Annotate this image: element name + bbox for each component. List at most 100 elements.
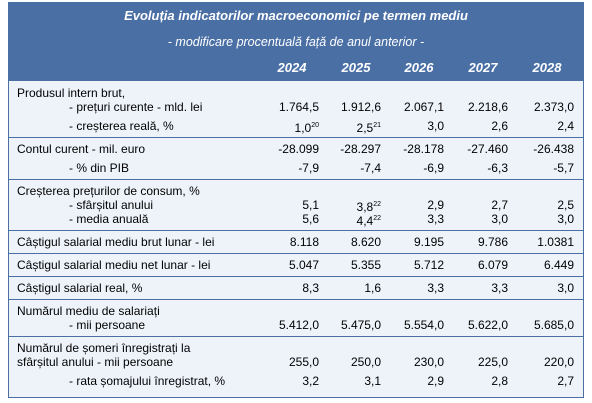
subtitle: - modificare procentuală față de anul an… (167, 35, 425, 49)
cell-value: 3,822 (301, 198, 381, 214)
cell-value: 2,4 (557, 119, 574, 133)
row-label: Câștigul salarial mediu net lunar - lei (17, 258, 211, 272)
cell-value: -5,7 (553, 161, 574, 175)
cell-value: -27.460 (467, 142, 508, 156)
cell-value: 5.412,0 (278, 318, 319, 332)
cell-value: 2,5 (557, 198, 574, 212)
row-label: Produsul intern brut, (17, 86, 126, 100)
row-label: - prețuri curente - mld. lei (69, 100, 203, 114)
cell-value: 2,521 (301, 119, 381, 135)
cell-value: 2.067,1 (403, 100, 444, 114)
cell-value: 6.079 (477, 258, 508, 272)
cell-value: 225,0 (477, 355, 508, 369)
cell-value: 2,7 (557, 374, 574, 388)
cell-value: 9.786 (477, 235, 508, 249)
cell-text: 4,4 (356, 214, 374, 228)
row-label: Numărul de șomeri înregistrați la (17, 341, 191, 355)
cell-value: 5.554,0 (403, 318, 444, 332)
cell-value: 2.373,0 (533, 100, 574, 114)
year-header: 2026 (404, 60, 434, 75)
title: Evoluția indicatorilor macroeconomici pe… (124, 8, 468, 23)
row-label: Contul curent - mil. euro (17, 142, 146, 156)
cell-text: 1,0 (294, 121, 312, 135)
cell-value: -7,4 (360, 161, 381, 175)
row-divider (9, 276, 583, 277)
row-label: - creșterea reală, % (69, 119, 174, 133)
cell-value: -28.178 (403, 142, 444, 156)
cell-value: 5.685,0 (533, 318, 574, 332)
row-label: - % din PIB (69, 161, 130, 175)
cell-value: 3,3 (427, 281, 444, 295)
cell-value: 8,3 (302, 281, 319, 295)
footnote-ref: 20 (311, 122, 319, 129)
row-divider (9, 336, 583, 337)
cell-value: 220,0 (543, 355, 574, 369)
table-header: Evoluția indicatorilor macroeconomici pe… (9, 3, 583, 81)
year-header: 2024 (277, 60, 307, 75)
cell-value: 2,8 (491, 374, 508, 388)
cell-value: 2,9 (427, 198, 444, 212)
cell-value: 2.218,6 (467, 100, 508, 114)
cell-value: 1.0381 (537, 235, 574, 249)
row-divider (9, 137, 583, 138)
cell-value: 3,2 (302, 374, 319, 388)
cell-value: 3,0 (557, 212, 574, 226)
cell-value: 1.764,5 (278, 100, 319, 114)
row-label: Câștigul salarial real, % (17, 281, 143, 295)
cell-value: 255,0 (288, 355, 319, 369)
cell-value: 5,6 (302, 212, 319, 226)
footnote-ref: 22 (373, 201, 381, 208)
cell-value: 3,0 (427, 119, 444, 133)
cell-value: 8.620 (350, 235, 381, 249)
footnote-ref: 21 (373, 122, 381, 129)
footnote-ref: 22 (373, 215, 381, 222)
row-label: - rata șomajului înregistrat, % (69, 374, 226, 388)
cell-value: -6,9 (423, 161, 444, 175)
cell-value: 3,1 (364, 374, 381, 388)
row-label: - mii persoane (69, 318, 146, 332)
row-label: - sfârșitul anului (69, 198, 154, 212)
cell-value: -26.438 (533, 142, 574, 156)
cell-value: 9.195 (413, 235, 444, 249)
cell-value: 2,7 (491, 198, 508, 212)
row-label: sfârșitul anului - mii persoane (17, 355, 174, 369)
cell-value: 5.047 (288, 258, 319, 272)
cell-value: 230,0 (413, 355, 444, 369)
cell-value: 2,9 (427, 374, 444, 388)
row-label: Câștigul salarial mediu brut lunar - lei (17, 235, 215, 249)
cell-value: 3,0 (491, 212, 508, 226)
cell-value: 5.622,0 (467, 318, 508, 332)
cell-value: 1,6 (364, 281, 381, 295)
year-header: 2028 (532, 60, 562, 75)
table: Evoluția indicatorilor macroeconomici pe… (8, 2, 584, 398)
row-label: Numărul mediu de salariați (17, 304, 160, 318)
cell-value: -28.297 (340, 142, 381, 156)
year-header: 2027 (468, 60, 498, 75)
row-divider (9, 230, 583, 231)
row-divider (9, 253, 583, 254)
cell-value: 6.449 (543, 258, 574, 272)
cell-value: 8.118 (289, 235, 319, 249)
cell-value: 5,1 (302, 198, 319, 212)
cell-value: 3,0 (557, 281, 574, 295)
cell-value: 5.355 (350, 258, 381, 272)
cell-value: 1.912,6 (340, 100, 381, 114)
row-label: - media anuală (69, 212, 149, 226)
row-divider (9, 299, 583, 300)
row-divider (9, 179, 583, 180)
cell-value: -28.099 (278, 142, 319, 156)
row-label: Creșterea prețurilor de consum, % (17, 184, 200, 198)
year-header: 2025 (341, 60, 371, 75)
cell-value: 250,0 (350, 355, 381, 369)
cell-value: 2,6 (491, 119, 508, 133)
cell-value: -7,9 (298, 161, 319, 175)
cell-value: 3,3 (491, 281, 508, 295)
cell-value: -6,3 (487, 161, 508, 175)
cell-value: 4,422 (301, 212, 381, 228)
cell-text: 3,8 (356, 200, 374, 214)
cell-value: 1,020 (239, 119, 319, 135)
cell-text: 2,5 (356, 121, 374, 135)
cell-value: 5.712 (413, 258, 444, 272)
cell-value: 5.475,0 (340, 318, 381, 332)
